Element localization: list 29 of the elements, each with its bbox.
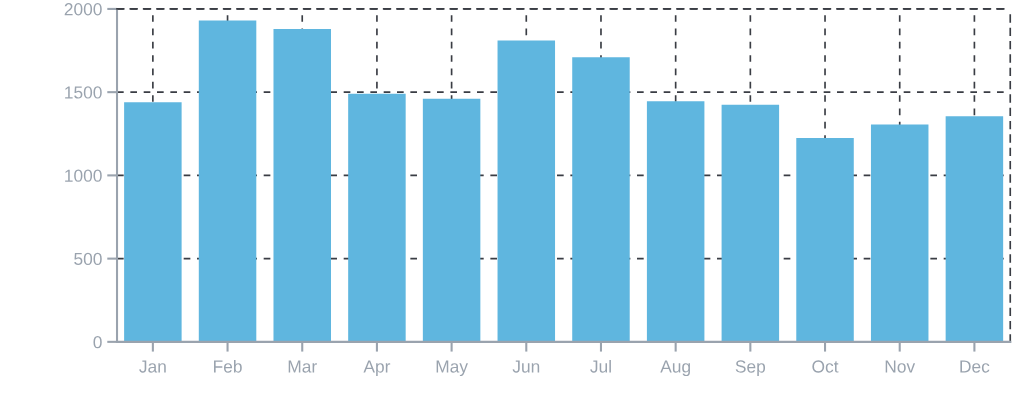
x-tick-label: Jan bbox=[139, 360, 166, 373]
x-tick-label: Aug bbox=[660, 360, 690, 377]
x-tick-label: Jun bbox=[512, 360, 540, 373]
y-tick-label: 0 bbox=[93, 336, 102, 349]
x-tick-label: Oct bbox=[812, 360, 839, 373]
bar bbox=[572, 57, 630, 342]
y-tick-label: 2000 bbox=[64, 3, 102, 16]
bar bbox=[870, 124, 929, 342]
x-tick-label: Dec bbox=[960, 360, 990, 373]
bar bbox=[945, 116, 1004, 342]
x-tick-label: Mar bbox=[288, 360, 317, 373]
bar bbox=[721, 104, 780, 342]
y-tick-label: 500 bbox=[74, 252, 102, 266]
x-tick-label: Nov bbox=[885, 360, 916, 373]
x-tick-label: Jul bbox=[590, 359, 611, 373]
bar bbox=[646, 101, 705, 342]
bar bbox=[273, 28, 331, 342]
x-tick-label: Apr bbox=[363, 360, 391, 377]
bar bbox=[796, 137, 854, 342]
bar bbox=[198, 20, 257, 342]
bar bbox=[348, 93, 406, 342]
y-tick-label: 1500 bbox=[65, 86, 102, 99]
y-tick-label: 1000 bbox=[65, 169, 102, 182]
bar bbox=[124, 102, 182, 342]
x-tick-label: Sep bbox=[735, 360, 766, 377]
bar bbox=[497, 40, 556, 342]
x-tick-label: Feb bbox=[214, 359, 242, 373]
bar bbox=[422, 98, 481, 342]
x-tick-label: May bbox=[436, 360, 468, 377]
